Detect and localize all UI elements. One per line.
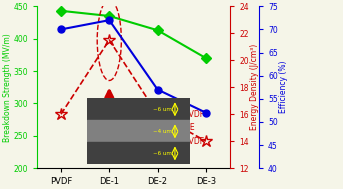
- Text: ~6 um: ~6 um: [153, 151, 172, 156]
- Y-axis label: Efficiency (%): Efficiency (%): [279, 61, 288, 113]
- Text: PVDF: PVDF: [184, 110, 204, 119]
- Y-axis label: Breakdown Strength (MV/m): Breakdown Strength (MV/m): [3, 33, 12, 142]
- Bar: [87, 142, 190, 164]
- Text: ~6 um: ~6 um: [153, 107, 172, 112]
- Text: ~4 um: ~4 um: [153, 129, 172, 134]
- Bar: [87, 98, 190, 120]
- Bar: [87, 120, 190, 142]
- Y-axis label: Energy Density (J/cm³): Energy Density (J/cm³): [250, 44, 259, 130]
- Text: DE: DE: [184, 123, 195, 132]
- Text: PVDF: PVDF: [184, 137, 204, 146]
